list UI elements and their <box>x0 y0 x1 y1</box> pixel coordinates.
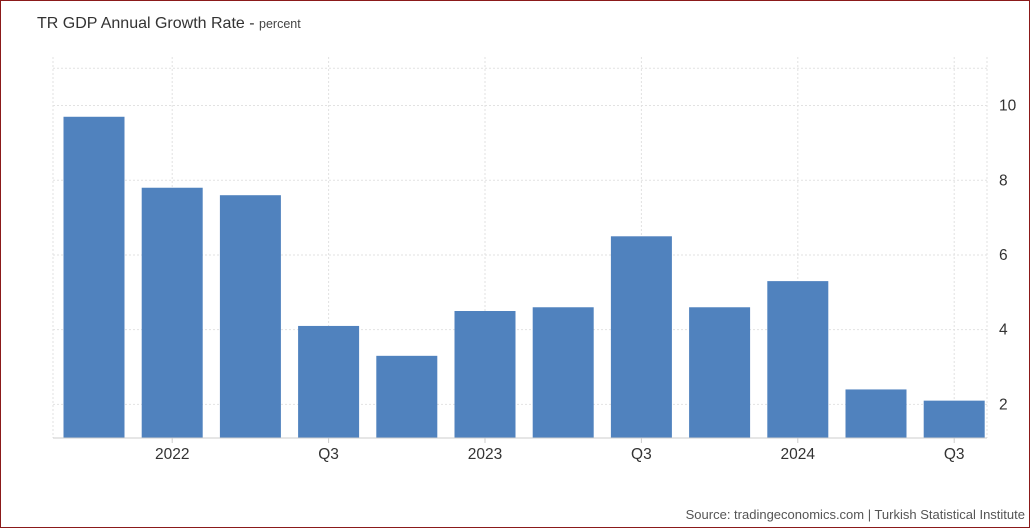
bar <box>219 195 281 438</box>
bar <box>845 389 907 438</box>
bar <box>610 236 672 438</box>
bar <box>141 187 203 438</box>
chart-title-text: TR GDP Annual Growth Rate <box>37 15 245 32</box>
bar <box>298 325 360 438</box>
x-tick-label: Q3 <box>318 446 339 463</box>
x-tick-label: Q3 <box>631 446 652 463</box>
bar <box>532 307 594 438</box>
x-tick-label: 2024 <box>781 446 816 463</box>
bar <box>689 307 751 438</box>
x-tick-label: Q3 <box>944 446 965 463</box>
y-tick-label: 8 <box>999 172 1008 189</box>
bar <box>454 311 516 438</box>
x-tick-label: 2023 <box>468 446 502 463</box>
bar <box>767 281 829 438</box>
y-tick-label: 6 <box>999 247 1008 264</box>
bar <box>923 400 985 438</box>
y-tick-label: 10 <box>999 98 1017 115</box>
x-tick-label: 2022 <box>155 446 189 463</box>
chart-unit: percent <box>259 17 301 31</box>
y-tick-label: 2 <box>999 396 1008 413</box>
y-tick-label: 4 <box>999 322 1008 339</box>
bar <box>376 355 438 438</box>
chart-title: TR GDP Annual Growth Rate - percent <box>37 15 301 32</box>
bar <box>63 116 125 438</box>
source-note: Source: tradingeconomics.com | Turkish S… <box>685 507 1025 522</box>
